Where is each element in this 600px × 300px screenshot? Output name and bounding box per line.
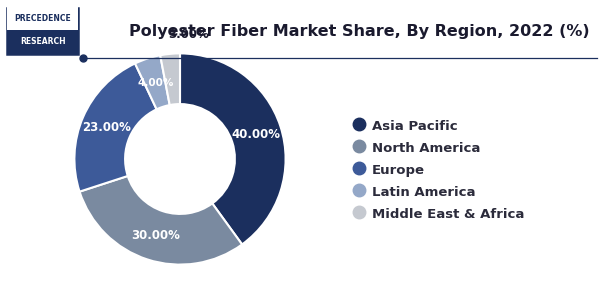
Bar bbox=[7, 8, 78, 54]
Text: RESEARCH: RESEARCH bbox=[20, 38, 65, 46]
Wedge shape bbox=[80, 176, 242, 265]
Text: 40.00%: 40.00% bbox=[232, 128, 281, 141]
Bar bbox=[7, 30, 78, 54]
Wedge shape bbox=[74, 64, 157, 192]
Wedge shape bbox=[180, 53, 286, 244]
Text: 3.00%: 3.00% bbox=[168, 28, 209, 41]
Legend: Asia Pacific, North America, Europe, Latin America, Middle East & Africa: Asia Pacific, North America, Europe, Lat… bbox=[356, 119, 524, 220]
Wedge shape bbox=[135, 55, 170, 109]
Text: PRECEDENCE: PRECEDENCE bbox=[14, 14, 71, 23]
Text: 30.00%: 30.00% bbox=[131, 229, 179, 242]
Text: 4.00%: 4.00% bbox=[137, 78, 173, 88]
Text: 23.00%: 23.00% bbox=[82, 121, 131, 134]
Bar bbox=[7, 8, 78, 30]
Text: Polyester Fiber Market Share, By Region, 2022 (%): Polyester Fiber Market Share, By Region,… bbox=[129, 24, 590, 39]
Wedge shape bbox=[160, 53, 180, 105]
